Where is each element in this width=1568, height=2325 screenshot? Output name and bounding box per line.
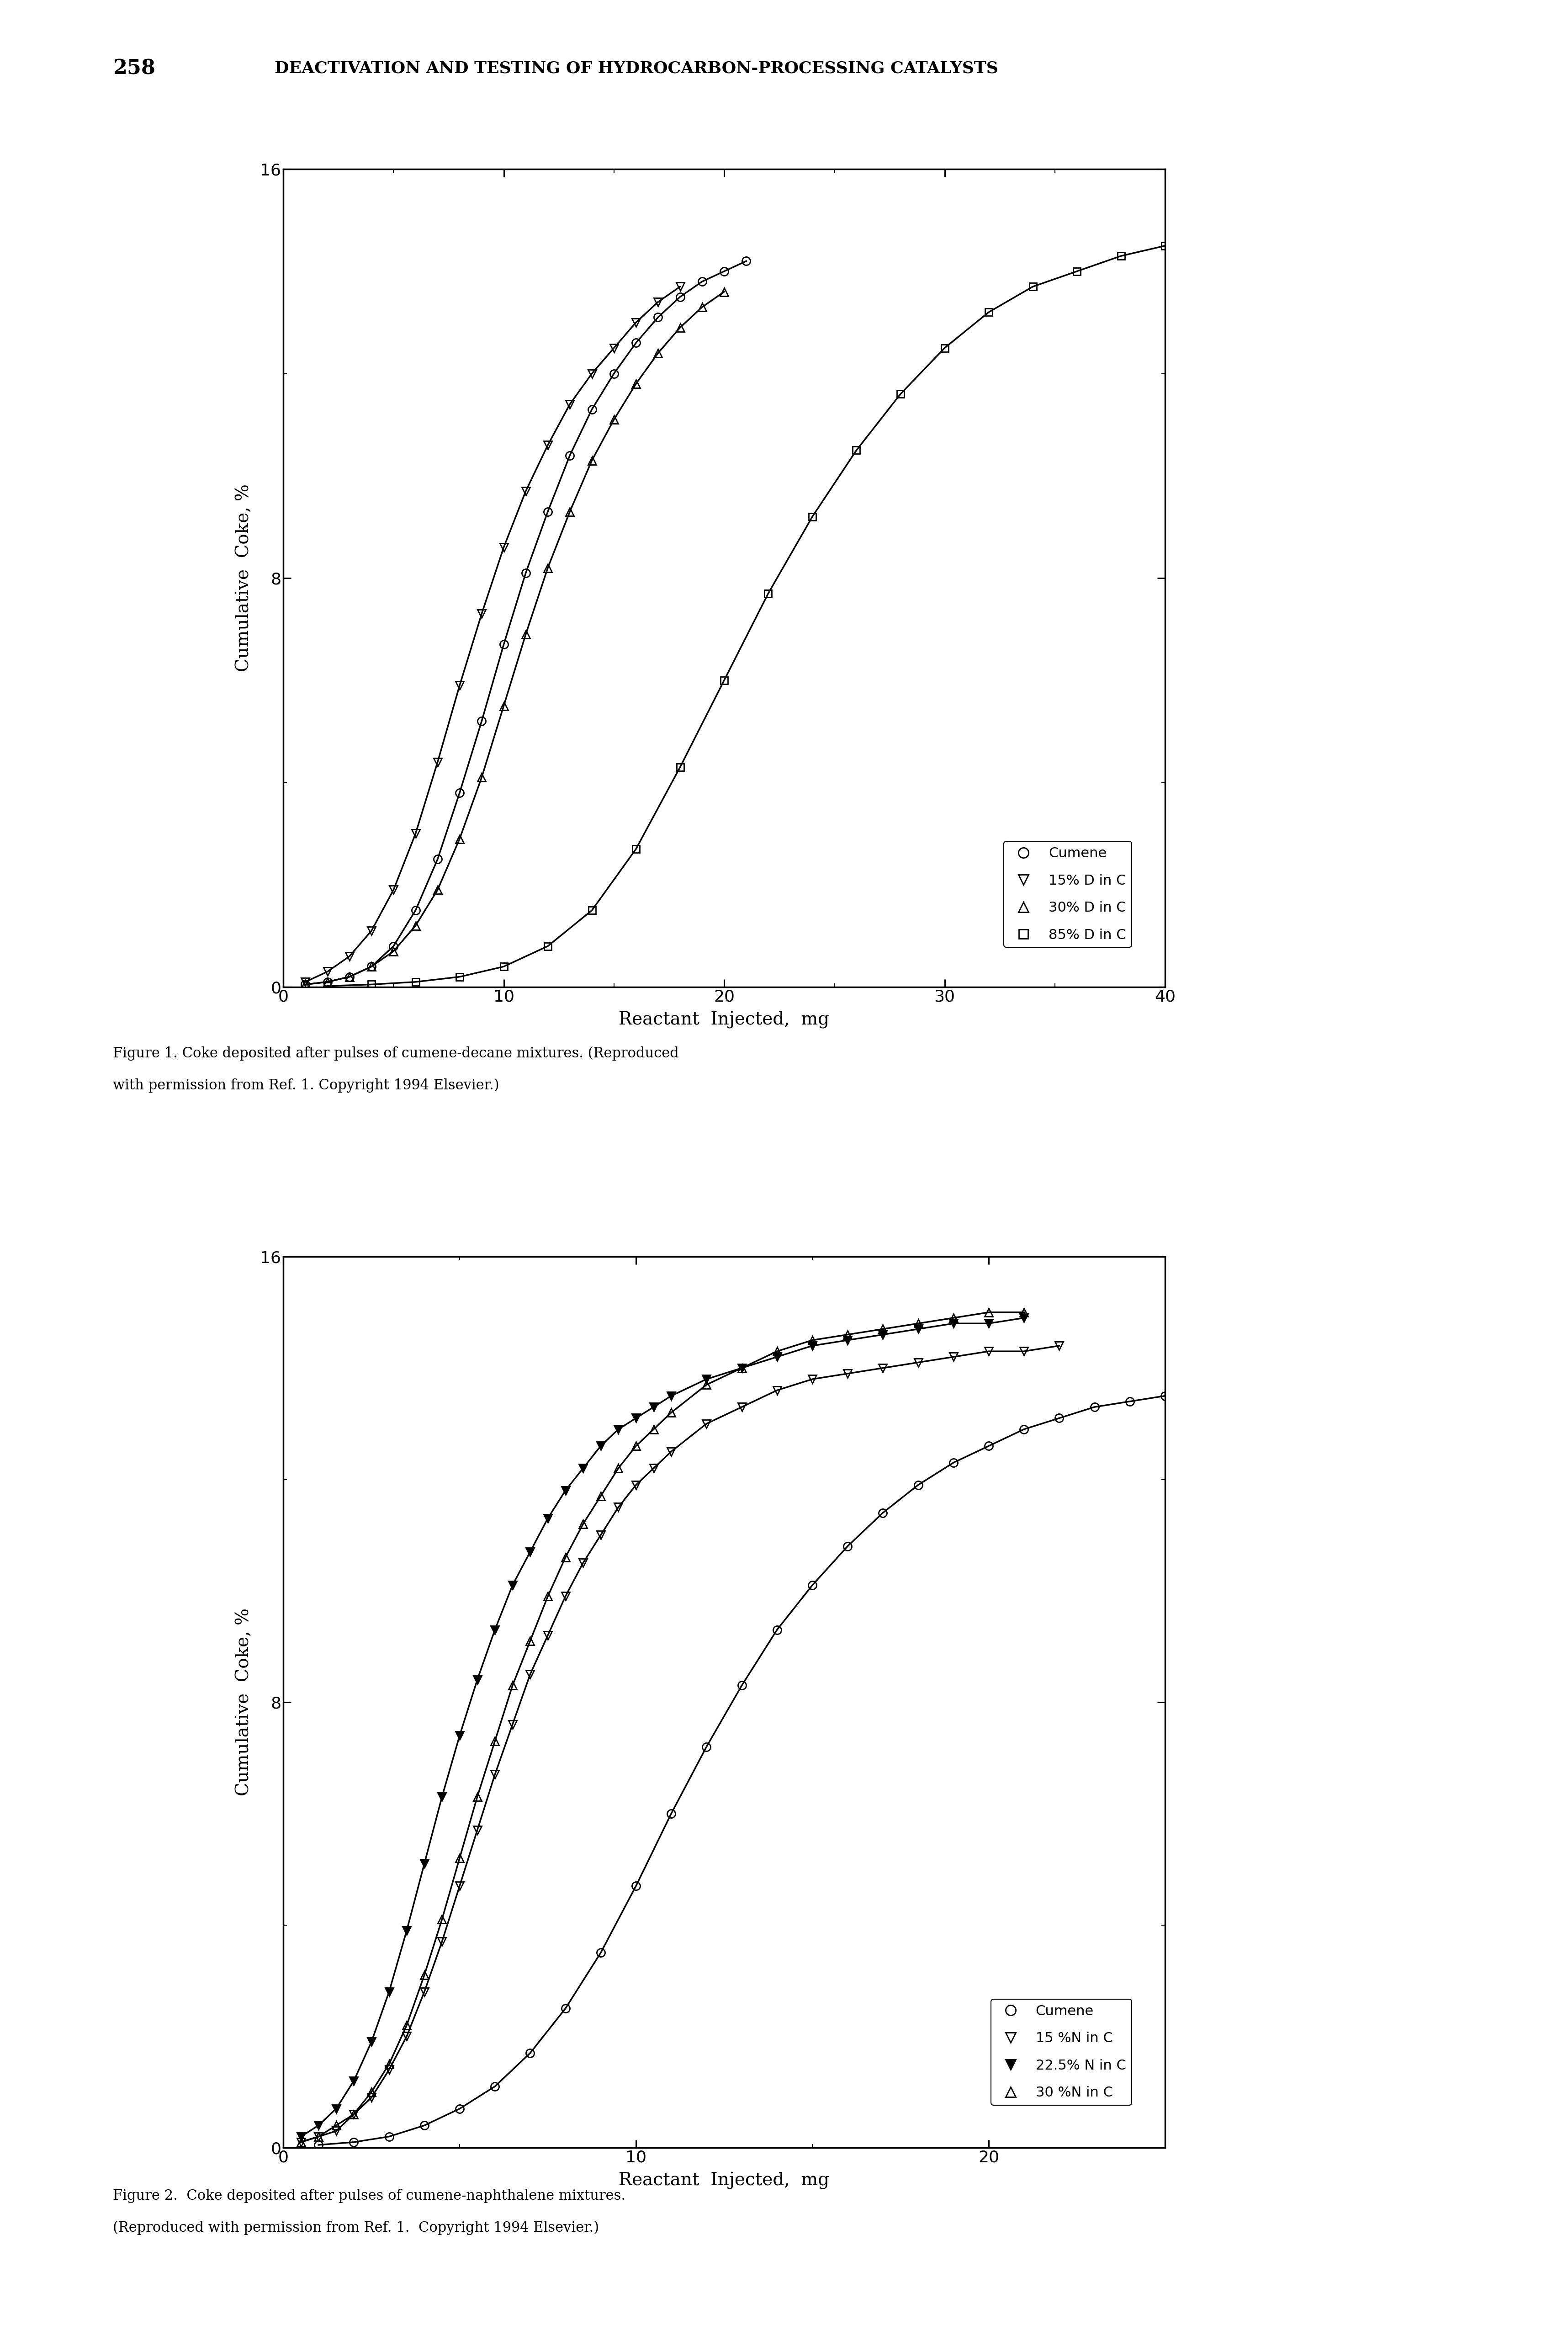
Text: DEACTIVATION AND TESTING OF HYDROCARBON-PROCESSING CATALYSTS: DEACTIVATION AND TESTING OF HYDROCARBON-… <box>274 60 997 77</box>
Text: 258: 258 <box>113 58 155 79</box>
Text: (Reproduced with permission from Ref. 1.  Copyright 1994 Elsevier.): (Reproduced with permission from Ref. 1.… <box>113 2220 599 2234</box>
Y-axis label: Cumulative  Coke, %: Cumulative Coke, % <box>235 1609 252 1795</box>
Text: Figure 1. Coke deposited after pulses of cumene-decane mixtures. (Reproduced: Figure 1. Coke deposited after pulses of… <box>113 1046 679 1060</box>
Legend: Cumene, 15% D in C, 30% D in C, 85% D in C: Cumene, 15% D in C, 30% D in C, 85% D in… <box>1004 842 1132 946</box>
Legend: Cumene, 15 %N in C, 22.5% N in C, 30 %N in C: Cumene, 15 %N in C, 22.5% N in C, 30 %N … <box>991 2000 1132 2104</box>
Text: with permission from Ref. 1. Copyright 1994 Elsevier.): with permission from Ref. 1. Copyright 1… <box>113 1079 499 1093</box>
Text: Figure 2.  Coke deposited after pulses of cumene-naphthalene mixtures.: Figure 2. Coke deposited after pulses of… <box>113 2188 626 2204</box>
Y-axis label: Cumulative  Coke, %: Cumulative Coke, % <box>235 484 252 672</box>
X-axis label: Reactant  Injected,  mg: Reactant Injected, mg <box>619 1011 829 1028</box>
X-axis label: Reactant  Injected,  mg: Reactant Injected, mg <box>619 2172 829 2190</box>
